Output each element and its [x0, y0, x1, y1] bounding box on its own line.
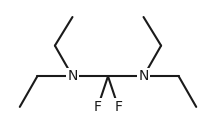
- Text: F: F: [94, 100, 102, 114]
- Text: F: F: [114, 100, 122, 114]
- Text: N: N: [138, 69, 149, 83]
- Text: N: N: [67, 69, 78, 83]
